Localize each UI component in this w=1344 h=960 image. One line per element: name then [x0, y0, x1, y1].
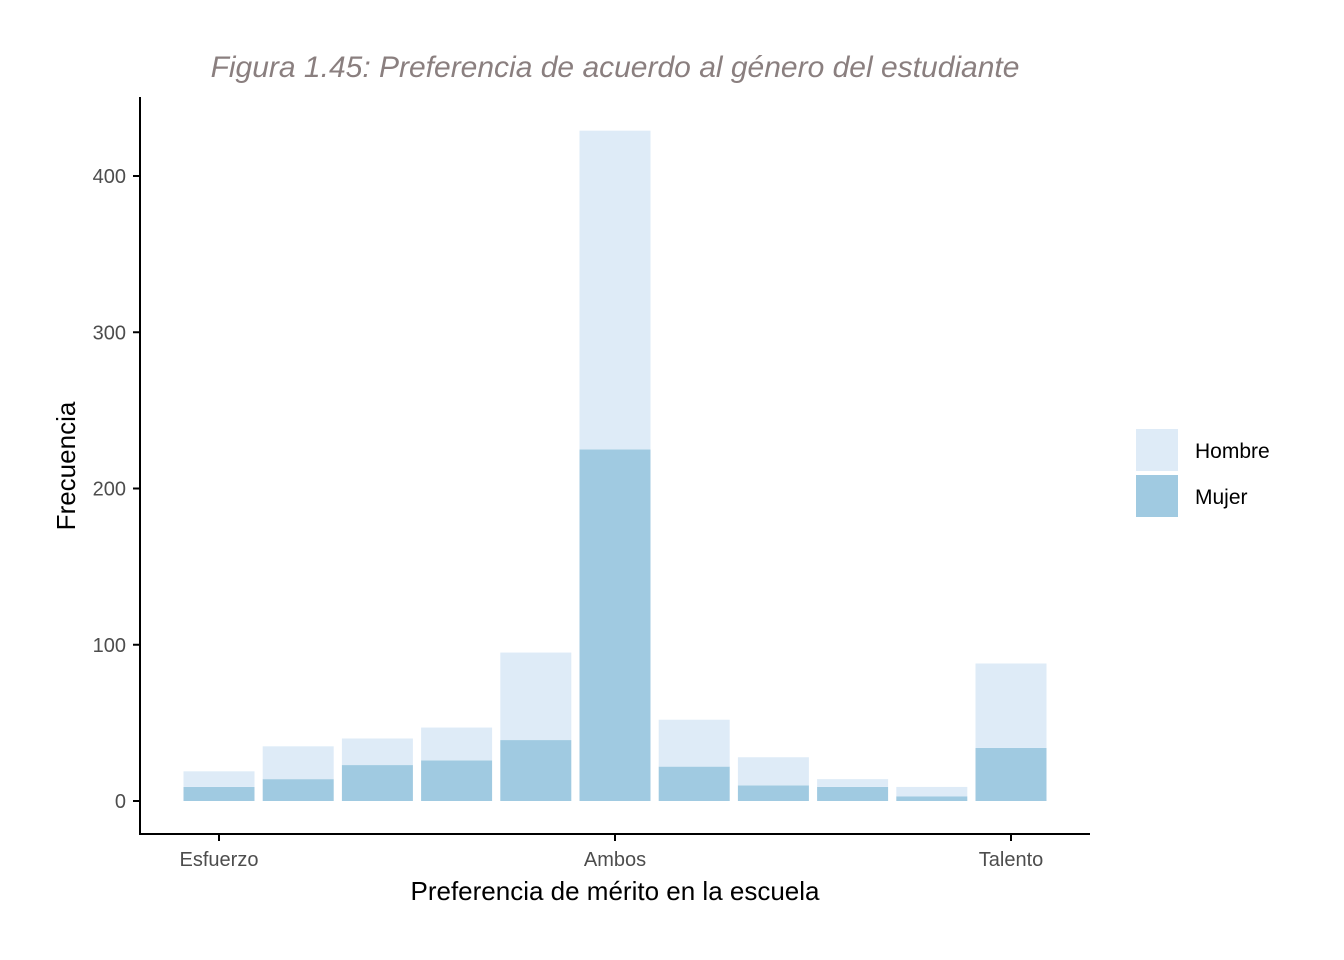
y-tick-label: 300: [93, 322, 126, 344]
x-tick-label: Ambos: [584, 849, 646, 871]
bar-hombre-4: [421, 727, 493, 761]
bar-hombre-10: [896, 786, 968, 797]
x-axis-title: Preferencia de mérito en la escuela: [410, 876, 820, 906]
legend-key-hombre: [1136, 429, 1178, 471]
bar-mujer-2: [262, 779, 334, 801]
x-tick-label: Talento: [979, 849, 1044, 871]
bar-mujer-8: [737, 785, 809, 801]
x-tick-label: Esfuerzo: [180, 849, 259, 871]
chart-title: Figura 1.45: Preferencia de acuerdo al g…: [211, 51, 1020, 84]
bar-mujer-7: [658, 766, 730, 801]
y-tick-label: 0: [115, 791, 126, 813]
legend-label-hombre: Hombre: [1195, 440, 1270, 463]
bar-hombre-11: [975, 663, 1047, 748]
bar-mujer-1: [183, 786, 255, 801]
legend-label-mujer: Mujer: [1195, 486, 1248, 509]
y-ticks: 0 100 200 300 400: [93, 166, 140, 813]
bar-hombre-8: [737, 757, 809, 786]
bar-mujer-4: [421, 760, 493, 801]
bar-mujer-6: [579, 449, 651, 801]
bar-mujer-5: [500, 740, 572, 801]
bar-hombre-1: [183, 771, 255, 787]
legend-key-mujer: [1136, 475, 1178, 517]
legend: Hombre Mujer: [1136, 429, 1270, 517]
x-ticks: Esfuerzo Ambos Talento: [180, 834, 1044, 871]
bar-hombre-2: [262, 746, 334, 780]
bar-mujer-9: [817, 786, 889, 801]
bar-hombre-5: [500, 652, 572, 741]
bar-mujer-10: [896, 796, 968, 801]
bar-hombre-7: [658, 719, 730, 767]
bar-hombre-3: [341, 738, 413, 766]
bar-hombre-9: [817, 779, 889, 787]
y-tick-label: 200: [93, 479, 126, 501]
bars-group: [183, 130, 1047, 801]
y-axis-title: Frecuencia: [51, 401, 81, 530]
y-tick-label: 100: [93, 635, 126, 657]
bar-mujer-3: [341, 765, 413, 801]
bar-hombre-6: [579, 130, 651, 450]
bar-mujer-11: [975, 747, 1047, 801]
y-tick-label: 400: [93, 166, 126, 188]
